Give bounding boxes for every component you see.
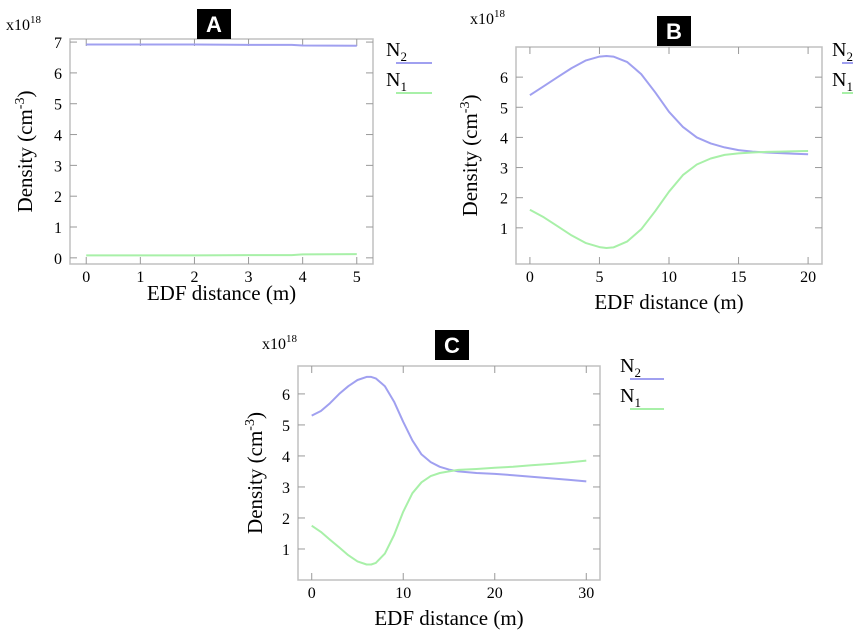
y-multiplier: x1018 — [262, 333, 298, 353]
y-tick-label: 1 — [54, 220, 62, 237]
panel-A: 0 1 2 3 4 5 0 1 2 3 4 5 6 7 EDF distance (m) Density (c… — [6, 9, 432, 305]
y-tick-label: 5 — [500, 100, 508, 117]
x-axis-label: EDF distance (m) — [594, 290, 743, 314]
legend-label-N2: N2 — [620, 355, 641, 380]
y-tick-label: 3 — [500, 161, 508, 178]
x-tick-label: 3 — [245, 269, 253, 286]
y-multiplier: x1018 — [470, 8, 506, 28]
legend-label-N1: N1 — [620, 385, 641, 410]
x-tick-label: 10 — [661, 269, 677, 286]
series-line-N2 — [529, 55, 809, 156]
legend-label-N1: N1 — [386, 69, 407, 94]
y-tick-label: 5 — [54, 97, 62, 114]
y-axis-label: Density (cm-3) — [243, 412, 267, 534]
x-tick-label: 15 — [731, 269, 747, 286]
x-tick-label: 20 — [800, 269, 816, 286]
y-tick-label: 4 — [282, 449, 290, 466]
panel-badge — [197, 9, 231, 39]
y-tick-label: 1 — [500, 221, 508, 238]
panel-label: B — [666, 19, 682, 44]
y-multiplier: x1018 — [6, 14, 42, 34]
x-tick-label: 20 — [487, 585, 503, 602]
y-tick-label: 7 — [54, 35, 62, 52]
panel-badge — [657, 16, 691, 46]
y-tick-label: 1 — [282, 542, 290, 559]
y-axis-label: Density (cm-3) — [13, 91, 37, 213]
panel-C: 0 10 20 30 1 2 3 4 5 6 EDF distance (m) Density (cm… — [243, 330, 664, 630]
legend-label-N1: N1 — [832, 69, 853, 94]
y-tick-label: 2 — [54, 189, 62, 206]
y-tick-label: 4 — [54, 128, 62, 145]
plot-frame — [515, 46, 823, 265]
y-tick-label: 4 — [500, 130, 508, 147]
x-tick-label: 4 — [299, 269, 307, 286]
series-line-N1 — [86, 253, 357, 257]
legend-label-N2: N2 — [386, 39, 407, 64]
plot-frame — [69, 38, 374, 265]
legend-label-N2: N2 — [832, 39, 853, 64]
x-axis-label: EDF distance (m) — [374, 606, 523, 630]
y-tick-label: 6 — [500, 70, 508, 87]
plot-frame — [297, 365, 601, 581]
panel-badge — [435, 330, 469, 360]
y-tick-label: 3 — [282, 480, 290, 497]
x-tick-label: 0 — [308, 585, 316, 602]
y-tick-label: 0 — [54, 251, 62, 268]
y-tick-label: 6 — [282, 387, 290, 404]
x-tick-label: 5 — [595, 269, 603, 286]
x-axis-label: EDF distance (m) — [147, 281, 296, 305]
panel-B: 0 5 10 15 20 1 2 3 4 5 6 EDF distance (m) Density (c… — [458, 8, 853, 314]
series-line-N2 — [86, 43, 357, 47]
y-tick-label: 2 — [282, 511, 290, 528]
x-tick-label: 5 — [353, 269, 361, 286]
x-tick-label: 1 — [136, 269, 144, 286]
x-tick-label: 0 — [82, 269, 90, 286]
y-axis-label: Density (cm-3) — [458, 95, 482, 217]
series-line-N2 — [311, 375, 587, 483]
x-tick-label: 30 — [578, 585, 594, 602]
x-tick-label: 10 — [395, 585, 411, 602]
y-tick-label: 3 — [54, 158, 62, 175]
y-tick-label: 6 — [54, 66, 62, 83]
panel-label: A — [206, 12, 222, 37]
x-tick-label: 0 — [526, 269, 534, 286]
y-tick-label: 2 — [500, 191, 508, 208]
series-line-N1 — [311, 459, 587, 566]
y-tick-label: 5 — [282, 418, 290, 435]
x-tick-label: 2 — [190, 269, 198, 286]
series-line-N1 — [529, 150, 809, 249]
panel-label: C — [444, 333, 460, 358]
